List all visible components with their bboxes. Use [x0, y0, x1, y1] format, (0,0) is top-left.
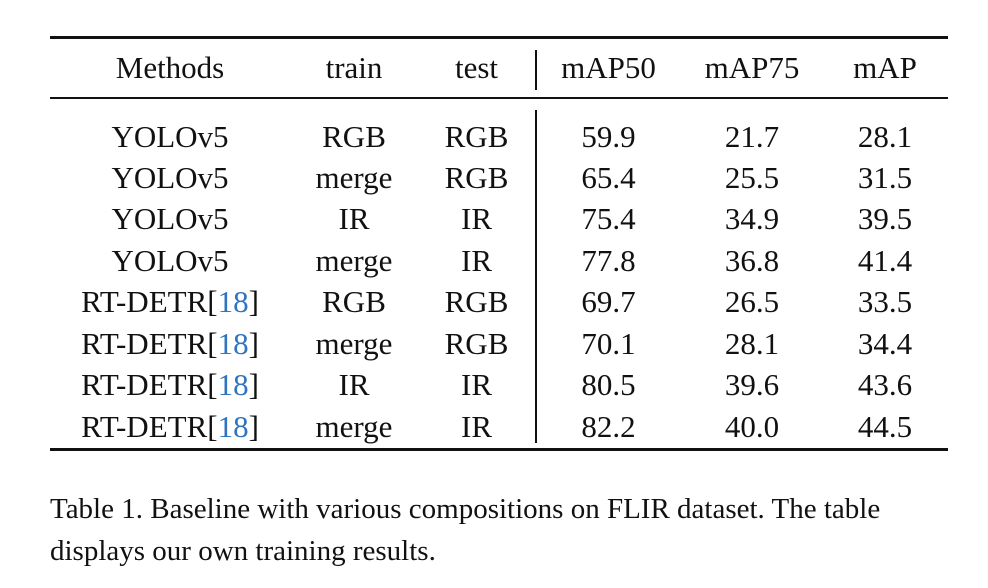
- cell-map75: 36.8: [724, 242, 780, 278]
- cell-test: IR: [461, 367, 492, 403]
- cell-map: 31.5: [857, 159, 913, 195]
- method-name: RT-DETR: [81, 408, 208, 444]
- cell-map75: 25.5: [724, 159, 780, 195]
- cell-test: RGB: [444, 159, 509, 195]
- cell-test: RGB: [444, 119, 509, 154]
- cell-method: RT-DETR[18]: [81, 284, 259, 320]
- cell-train: RGB: [322, 119, 386, 154]
- table-row: YOLOv5 IR IR 75.4 34.9 39.5: [50, 199, 948, 241]
- cell-map75: 28.1: [724, 325, 780, 361]
- table-row: YOLOv5 merge RGB 65.4 25.5 31.5: [50, 157, 948, 199]
- table-caption: Table 1. Baseline with various compositi…: [50, 493, 881, 567]
- cell-map50: 69.7: [581, 284, 636, 320]
- cell-map: 39.5: [857, 201, 913, 237]
- cell-map: 41.4: [857, 242, 913, 278]
- method-name: YOLOv5: [111, 242, 229, 278]
- header-map75: mAP75: [704, 50, 800, 85]
- header-train: train: [325, 50, 383, 85]
- cell-train: merge: [315, 325, 393, 361]
- cell-map75: 26.5: [724, 284, 780, 320]
- column-separator-body: [535, 110, 537, 443]
- cell-map: 28.1: [857, 119, 913, 154]
- table-row: RT-DETR[18] RGB RGB 69.7 26.5 33.5: [50, 282, 948, 324]
- cell-test: IR: [461, 408, 492, 444]
- header-test: test: [454, 50, 499, 85]
- cell-map: 34.4: [857, 325, 913, 361]
- cell-test: RGB: [444, 325, 509, 361]
- method-name: YOLOv5: [111, 119, 229, 154]
- cell-train: RGB: [322, 284, 386, 320]
- table-header-row: Methods train test mAP50 mAP75 mAP: [50, 39, 948, 97]
- cell-map50: 65.4: [581, 159, 636, 195]
- table-row: RT-DETR[18] IR IR 80.5 39.6 43.6: [50, 365, 948, 407]
- cell-map75: 34.9: [724, 201, 780, 237]
- cell-map: 43.6: [857, 367, 913, 403]
- table-row: YOLOv5 merge IR 77.8 36.8 41.4: [50, 240, 948, 282]
- cell-map50: 59.9: [581, 119, 636, 154]
- cell-map50: 77.8: [581, 242, 636, 278]
- table-top-rule: [50, 36, 948, 39]
- cell-train: merge: [315, 408, 393, 444]
- cell-method: YOLOv5: [50, 199, 290, 241]
- method-name: RT-DETR: [81, 367, 208, 403]
- table-body: YOLOv5 RGB RGB 59.9 21.7 28.1 YOLOv5 merge RGB 65…: [50, 97, 948, 448]
- cell-map50: 75.4: [581, 201, 636, 237]
- cell-test: IR: [461, 201, 492, 237]
- cell-map75: 21.7: [724, 119, 780, 154]
- cell-method: YOLOv5: [50, 240, 290, 282]
- cell-method: YOLOv5: [50, 157, 290, 199]
- cell-train: merge: [315, 159, 393, 195]
- cell-train: merge: [315, 242, 393, 278]
- table-row: RT-DETR[18] merge RGB 70.1 28.1 34.4: [50, 323, 948, 365]
- table-row: RT-DETR[18] merge IR 82.2 40.0 44.5: [50, 406, 948, 448]
- citation-link[interactable]: 18: [217, 408, 249, 444]
- cell-map50: 82.2: [581, 408, 636, 444]
- citation-link[interactable]: 18: [217, 367, 249, 403]
- cell-method: RT-DETR[18]: [81, 367, 259, 403]
- cell-test: RGB: [444, 284, 509, 320]
- cell-map: 44.5: [857, 408, 913, 444]
- table-row: YOLOv5 RGB RGB 59.9 21.7 28.1: [50, 97, 948, 157]
- citation-link[interactable]: 18: [217, 284, 249, 320]
- results-table: Methods train test mAP50 mAP75 mAP YOLOv…: [50, 39, 948, 448]
- column-separator-header: [535, 50, 537, 90]
- header-methods: Methods: [115, 50, 225, 85]
- method-name: YOLOv5: [111, 201, 229, 237]
- cell-train: IR: [338, 367, 370, 403]
- method-name: RT-DETR: [81, 325, 208, 361]
- table-header-rule: [50, 97, 948, 99]
- method-name: YOLOv5: [111, 159, 229, 195]
- cell-map75: 39.6: [724, 367, 780, 403]
- cell-map50: 80.5: [581, 367, 636, 403]
- cell-test: IR: [461, 242, 492, 278]
- cell-method: RT-DETR[18]: [81, 408, 259, 444]
- header-map50: mAP50: [561, 50, 656, 85]
- cell-map50: 70.1: [581, 325, 636, 361]
- cell-map: 33.5: [857, 284, 913, 320]
- header-map: mAP: [853, 50, 917, 85]
- cell-train: IR: [338, 201, 370, 237]
- cell-map75: 40.0: [724, 408, 780, 444]
- cell-method: RT-DETR[18]: [81, 325, 259, 361]
- table-bottom-rule: [50, 448, 948, 451]
- citation-link[interactable]: 18: [217, 325, 249, 361]
- method-name: RT-DETR: [81, 284, 208, 320]
- cell-method: YOLOv5: [50, 97, 290, 157]
